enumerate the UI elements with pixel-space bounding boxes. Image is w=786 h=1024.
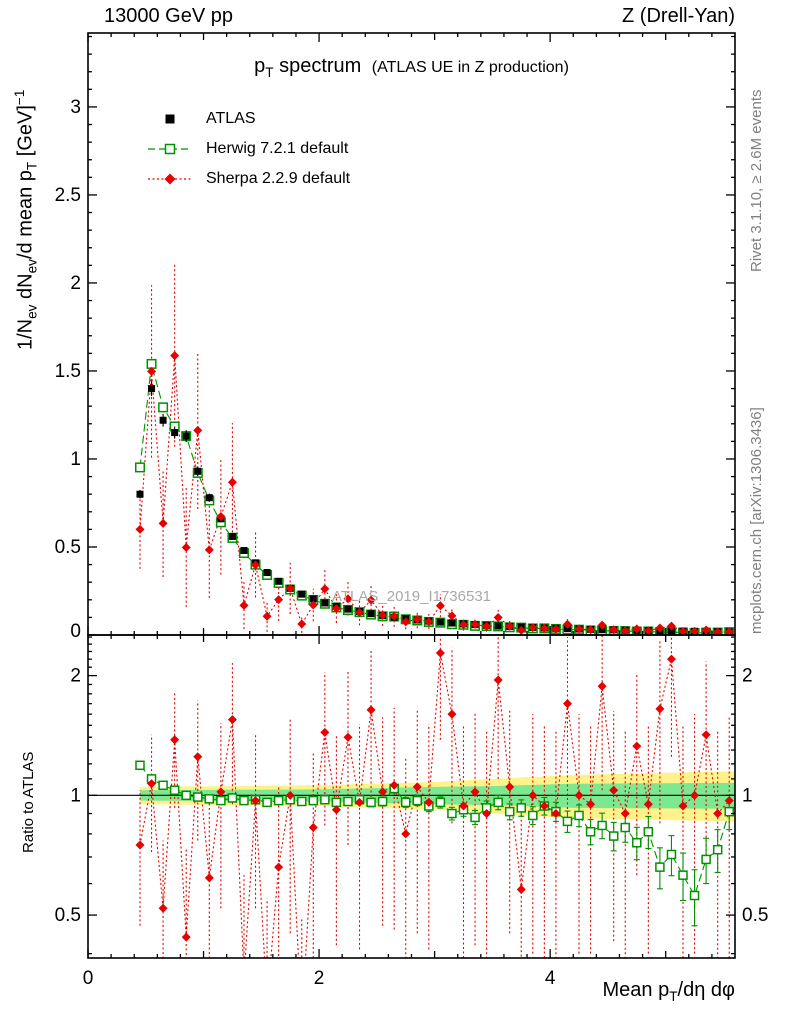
svg-text:3: 3	[70, 97, 81, 118]
svg-text:2: 2	[70, 273, 81, 294]
analysis-id-watermark: ATLAS_2019_I1736531	[331, 588, 492, 605]
svg-text:1.5: 1.5	[55, 361, 81, 382]
herwig-marker-icon	[148, 143, 192, 155]
legend-item-herwig: Herwig 7.2.1 default	[146, 134, 350, 164]
svg-text:4: 4	[545, 968, 556, 989]
svg-text:1: 1	[70, 785, 81, 806]
plot-title-main: pT spectrum	[254, 55, 362, 80]
beam-energy-label: 13000 GeV pp	[104, 5, 233, 27]
main-y-axis-label: 1/Nev dNev/d mean pT [GeV]−1	[12, 89, 40, 350]
svg-text:0.5: 0.5	[55, 905, 81, 926]
legend-label-atlas: ATLAS	[206, 110, 256, 127]
svg-text:0: 0	[70, 621, 81, 642]
svg-text:2: 2	[70, 666, 81, 687]
legend-label-herwig: Herwig 7.2.1 default	[206, 140, 349, 157]
process-label: Z (Drell-Yan)	[622, 5, 735, 27]
svg-text:0.5: 0.5	[55, 537, 81, 558]
svg-text:1: 1	[742, 785, 753, 806]
svg-text:2: 2	[314, 968, 325, 989]
legend-label-sherpa: Sherpa 2.2.9 default	[206, 170, 351, 187]
svg-text:0.5: 0.5	[742, 905, 768, 926]
atlas-marker-icon	[165, 114, 175, 124]
plot-title: pT spectrum (ATLAS UE in Z production)	[88, 55, 735, 80]
legend-item-sherpa: Sherpa 2.2.9 default	[146, 164, 350, 194]
rivet-version-note: Rivet 3.1.10, ≥ 2.6M events	[748, 89, 765, 273]
x-axis-label: Mean pT/dη dφ	[602, 979, 735, 1004]
sherpa-marker-icon	[148, 173, 192, 185]
legend: ATLAS Herwig 7.2.1 default Sherpa 2.2.9 de…	[146, 104, 350, 194]
legend-item-atlas: ATLAS	[146, 104, 350, 134]
plot-title-sub: (ATLAS UE in Z production)	[371, 59, 569, 76]
ratio-y-axis-label: Ratio to ATLAS	[20, 751, 37, 853]
svg-text:1: 1	[70, 449, 81, 470]
svg-text:0: 0	[83, 968, 94, 989]
mcplots-reference-note: mcplots.cern.ch [arXiv:1306.3436]	[748, 407, 765, 634]
svg-text:2.5: 2.5	[55, 185, 81, 206]
svg-text:2: 2	[742, 666, 753, 687]
